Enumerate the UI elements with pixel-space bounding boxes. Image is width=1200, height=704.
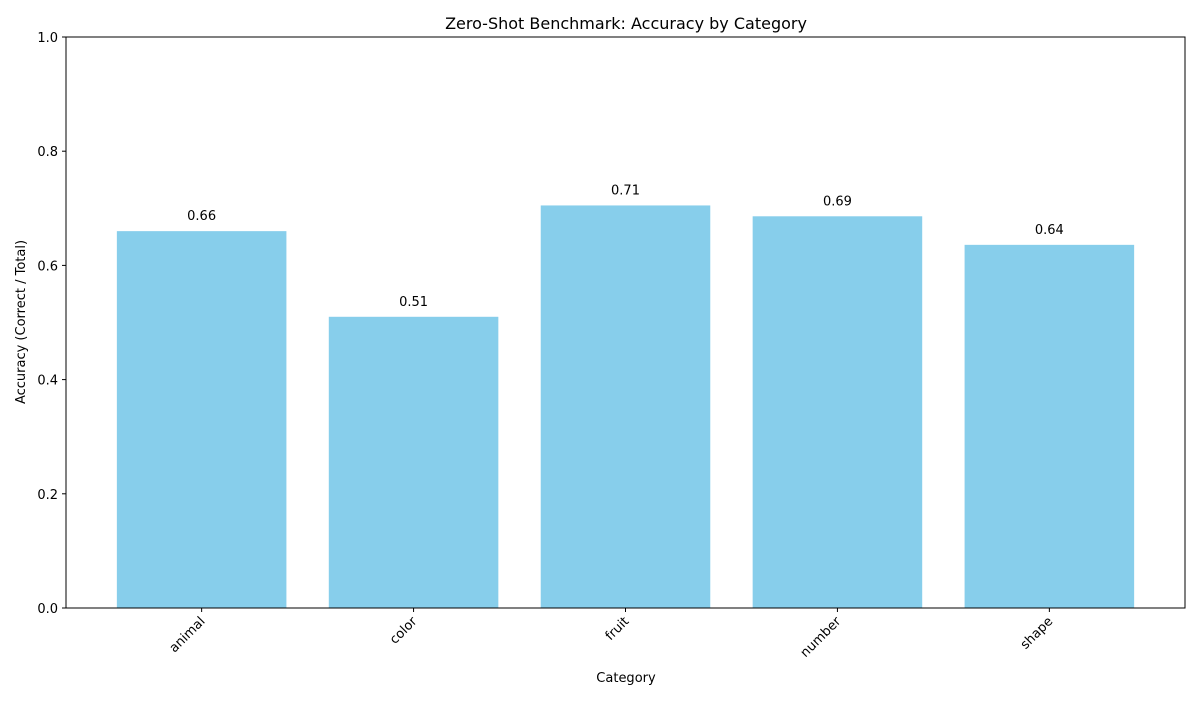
y-tick-label: 0.8 xyxy=(37,145,58,160)
bar-fruit xyxy=(540,205,711,608)
x-tick-label-animal: animal xyxy=(167,614,209,656)
y-tick-label: 0.4 xyxy=(37,374,58,389)
data-label-animal: 0.66 xyxy=(187,209,216,224)
x-tick-label-color: color xyxy=(387,614,421,648)
x-tick-label-shape: shape xyxy=(1018,614,1056,652)
bar-animal xyxy=(116,231,287,608)
data-labels-group: 0.66 0.51 0.71 0.69 0.64 xyxy=(187,183,1064,309)
data-label-number: 0.69 xyxy=(823,194,852,209)
plot-frame xyxy=(65,36,1186,609)
y-tick-label: 0.2 xyxy=(37,488,58,503)
y-tick-label: 0.6 xyxy=(37,259,58,274)
bars-group xyxy=(116,205,1135,608)
data-label-color: 0.51 xyxy=(399,295,428,310)
y-tick-label: 1.0 xyxy=(37,31,58,46)
bar-number xyxy=(752,216,923,608)
bar-shape xyxy=(964,244,1135,608)
chart-title: Zero-Shot Benchmark: Accuracy by Categor… xyxy=(445,14,807,33)
data-label-shape: 0.64 xyxy=(1035,223,1064,238)
x-axis: animal color fruit number shape xyxy=(167,608,1056,661)
x-tick-label-number: number xyxy=(798,614,845,661)
y-axis-label: Accuracy (Correct / Total) xyxy=(14,240,29,404)
y-tick-label: 0.0 xyxy=(37,602,58,617)
x-axis-label: Category xyxy=(596,671,656,686)
y-axis: 0.0 0.2 0.4 0.6 0.8 1.0 xyxy=(37,31,66,617)
bar-color xyxy=(328,316,499,608)
data-label-fruit: 0.71 xyxy=(611,183,640,198)
x-tick-label-fruit: fruit xyxy=(603,614,633,644)
